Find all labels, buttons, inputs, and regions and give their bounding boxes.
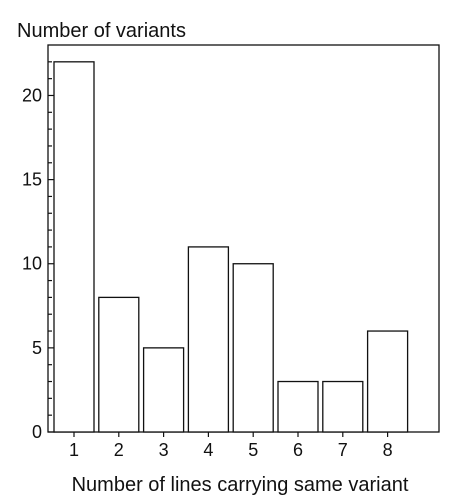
y-tick-label: 20 xyxy=(22,85,42,105)
x-tick-label: 6 xyxy=(293,440,303,460)
x-tick-label: 5 xyxy=(248,440,258,460)
x-tick-label: 7 xyxy=(338,440,348,460)
x-axis-label: Number of lines carrying same variant xyxy=(72,474,409,496)
y-axis-label: Number of variants xyxy=(17,20,186,42)
bar-2 xyxy=(98,296,140,433)
x-tick-label: 3 xyxy=(159,440,169,460)
x-axis-ticks: 1 2 3 4 5 6 7 8 xyxy=(69,432,393,460)
y-tick-label: 15 xyxy=(22,170,42,190)
x-tick-label: 8 xyxy=(383,440,393,460)
bar-5 xyxy=(232,263,274,433)
bar-6 xyxy=(277,380,319,433)
y-tick-label: 10 xyxy=(22,254,42,274)
bars xyxy=(53,61,409,433)
x-tick-label: 4 xyxy=(203,440,213,460)
bar-7 xyxy=(322,380,364,433)
y-tick-label: 0 xyxy=(32,422,42,442)
bar-8 xyxy=(366,330,409,433)
x-tick-label: 1 xyxy=(69,440,79,460)
x-tick-label: 2 xyxy=(114,440,124,460)
y-axis-ticks: 0 5 10 15 20 xyxy=(22,61,55,442)
bar-3 xyxy=(142,347,185,433)
y-tick-label: 5 xyxy=(32,338,42,358)
bar-4 xyxy=(187,246,230,433)
bar-1 xyxy=(53,61,95,433)
